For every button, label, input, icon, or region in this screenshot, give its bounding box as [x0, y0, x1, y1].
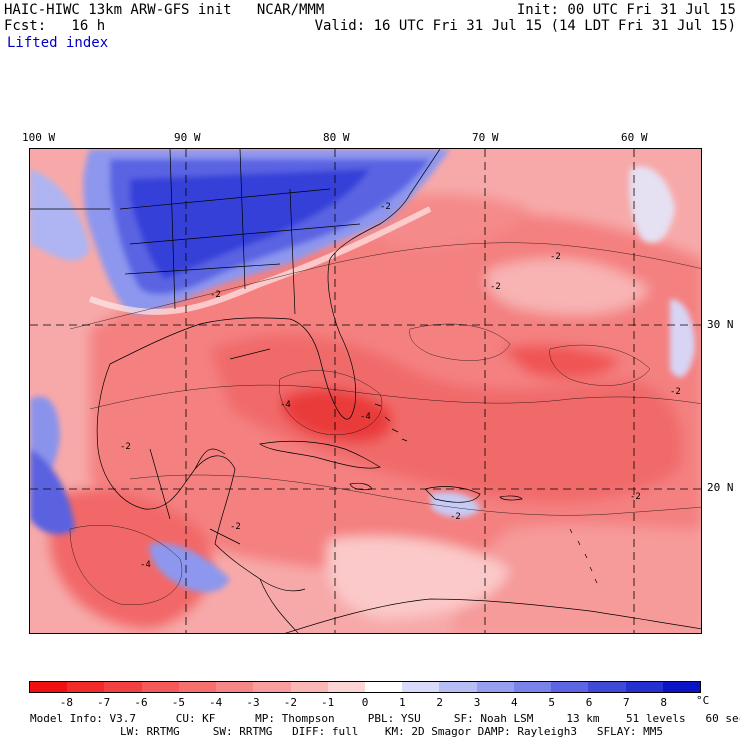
colorbar-swatch [364, 682, 403, 692]
colorbar-swatch [588, 682, 626, 692]
valid-time: Valid: 16 UTC Fri 31 Jul 15 (14 LDT Fri … [314, 18, 736, 34]
model-info-line1: Model Info: V3.7 CU: KF MP: Thompson PBL… [30, 712, 740, 725]
contour-label: -2 [550, 252, 561, 262]
colorbar-tick-label: -7 [97, 696, 111, 709]
field-name: Lifted index [7, 35, 109, 51]
contour-label: -2 [380, 202, 391, 212]
colorbar-swatch [476, 682, 514, 692]
colorbar-tick-label: -8 [59, 696, 73, 709]
contour-label: -2 [490, 282, 501, 292]
colorbar-swatch [253, 682, 291, 692]
contour-label: -2 [450, 512, 461, 522]
contours [69, 242, 701, 606]
colorbar-tick-label: -1 [321, 696, 335, 709]
colorbar-tick-label: 6 [585, 696, 593, 709]
map-canvas: -2 -2 -4 -2 -2 -2 -4 -2 -2 -2 -4 -2 [30, 149, 701, 633]
colorbar-tick-label: 2 [436, 696, 443, 709]
init-time: Init: 00 UTC Fri 31 Jul 15 [516, 2, 736, 18]
colorbar-swatch [290, 682, 328, 692]
lon-label: 80 W [323, 131, 350, 144]
contour-label: -4 [360, 412, 371, 422]
lifted-index-map: -2 -2 -4 -2 -2 -2 -4 -2 -2 -2 -4 -2 [29, 148, 702, 634]
colorbar-swatch [662, 682, 700, 692]
colorbar-tick-label: 4 [511, 696, 518, 709]
colorbar-tick-label: 3 [473, 696, 481, 709]
colorbar-swatch [30, 682, 68, 692]
shaded-field [30, 149, 701, 633]
colorbar-tick-label: -2 [283, 696, 297, 709]
colorbar-tick-label: 8 [660, 696, 667, 709]
colorbar-tick-label: 0 [361, 696, 369, 709]
contour-label: -4 [140, 560, 151, 570]
contour-label: -2 [630, 492, 641, 502]
contour-label: -2 [120, 442, 131, 452]
colorbar-swatch [513, 682, 552, 692]
contour-label: -2 [230, 522, 241, 532]
colorbar-swatch [327, 682, 365, 692]
colorbar-swatch [67, 682, 105, 692]
contour-label: -2 [210, 290, 221, 300]
colorbar-swatch [402, 682, 440, 692]
colorbar-swatch [141, 682, 179, 692]
lat-label: 30 N [707, 318, 734, 331]
colorbar-swatch [551, 682, 589, 692]
colorbar-tick-label: -3 [246, 696, 260, 709]
colorbar-tick-label: 1 [399, 696, 406, 709]
colorbar [29, 681, 701, 693]
contour-label: -2 [670, 387, 681, 397]
model-info-line2: LW: RRTMG SW: RRTMG DIFF: full KM: 2D Sm… [120, 725, 664, 738]
colorbar-tick-label: -5 [171, 696, 185, 709]
lon-label: 70 W [472, 131, 499, 144]
model-title: HAIC-HIWC 13km ARW-GFS init NCAR/MMM [4, 2, 325, 18]
colorbar-tick-label: -4 [209, 696, 223, 709]
colorbar-swatch [625, 682, 663, 692]
lat-lon-grid [30, 149, 701, 633]
coastlines-and-borders [30, 149, 701, 633]
colorbar-swatch [178, 682, 217, 692]
forecast-hour: Fcst: 16 h [4, 18, 106, 34]
colorbar-swatch [104, 682, 142, 692]
contour-label: -4 [280, 400, 291, 410]
colorbar-swatch [439, 682, 477, 692]
colorbar-tick-label: 5 [548, 696, 555, 709]
lon-label: 60 W [621, 131, 648, 144]
lat-label: 20 N [707, 481, 734, 494]
colorbar-swatch [216, 682, 254, 692]
colorbar-tick-label: 7 [623, 696, 630, 709]
lon-label: 100 W [22, 131, 56, 144]
colorbar-unit: °C [696, 694, 710, 707]
lon-label: 90 W [174, 131, 201, 144]
colorbar-tick-label: -6 [134, 696, 148, 709]
